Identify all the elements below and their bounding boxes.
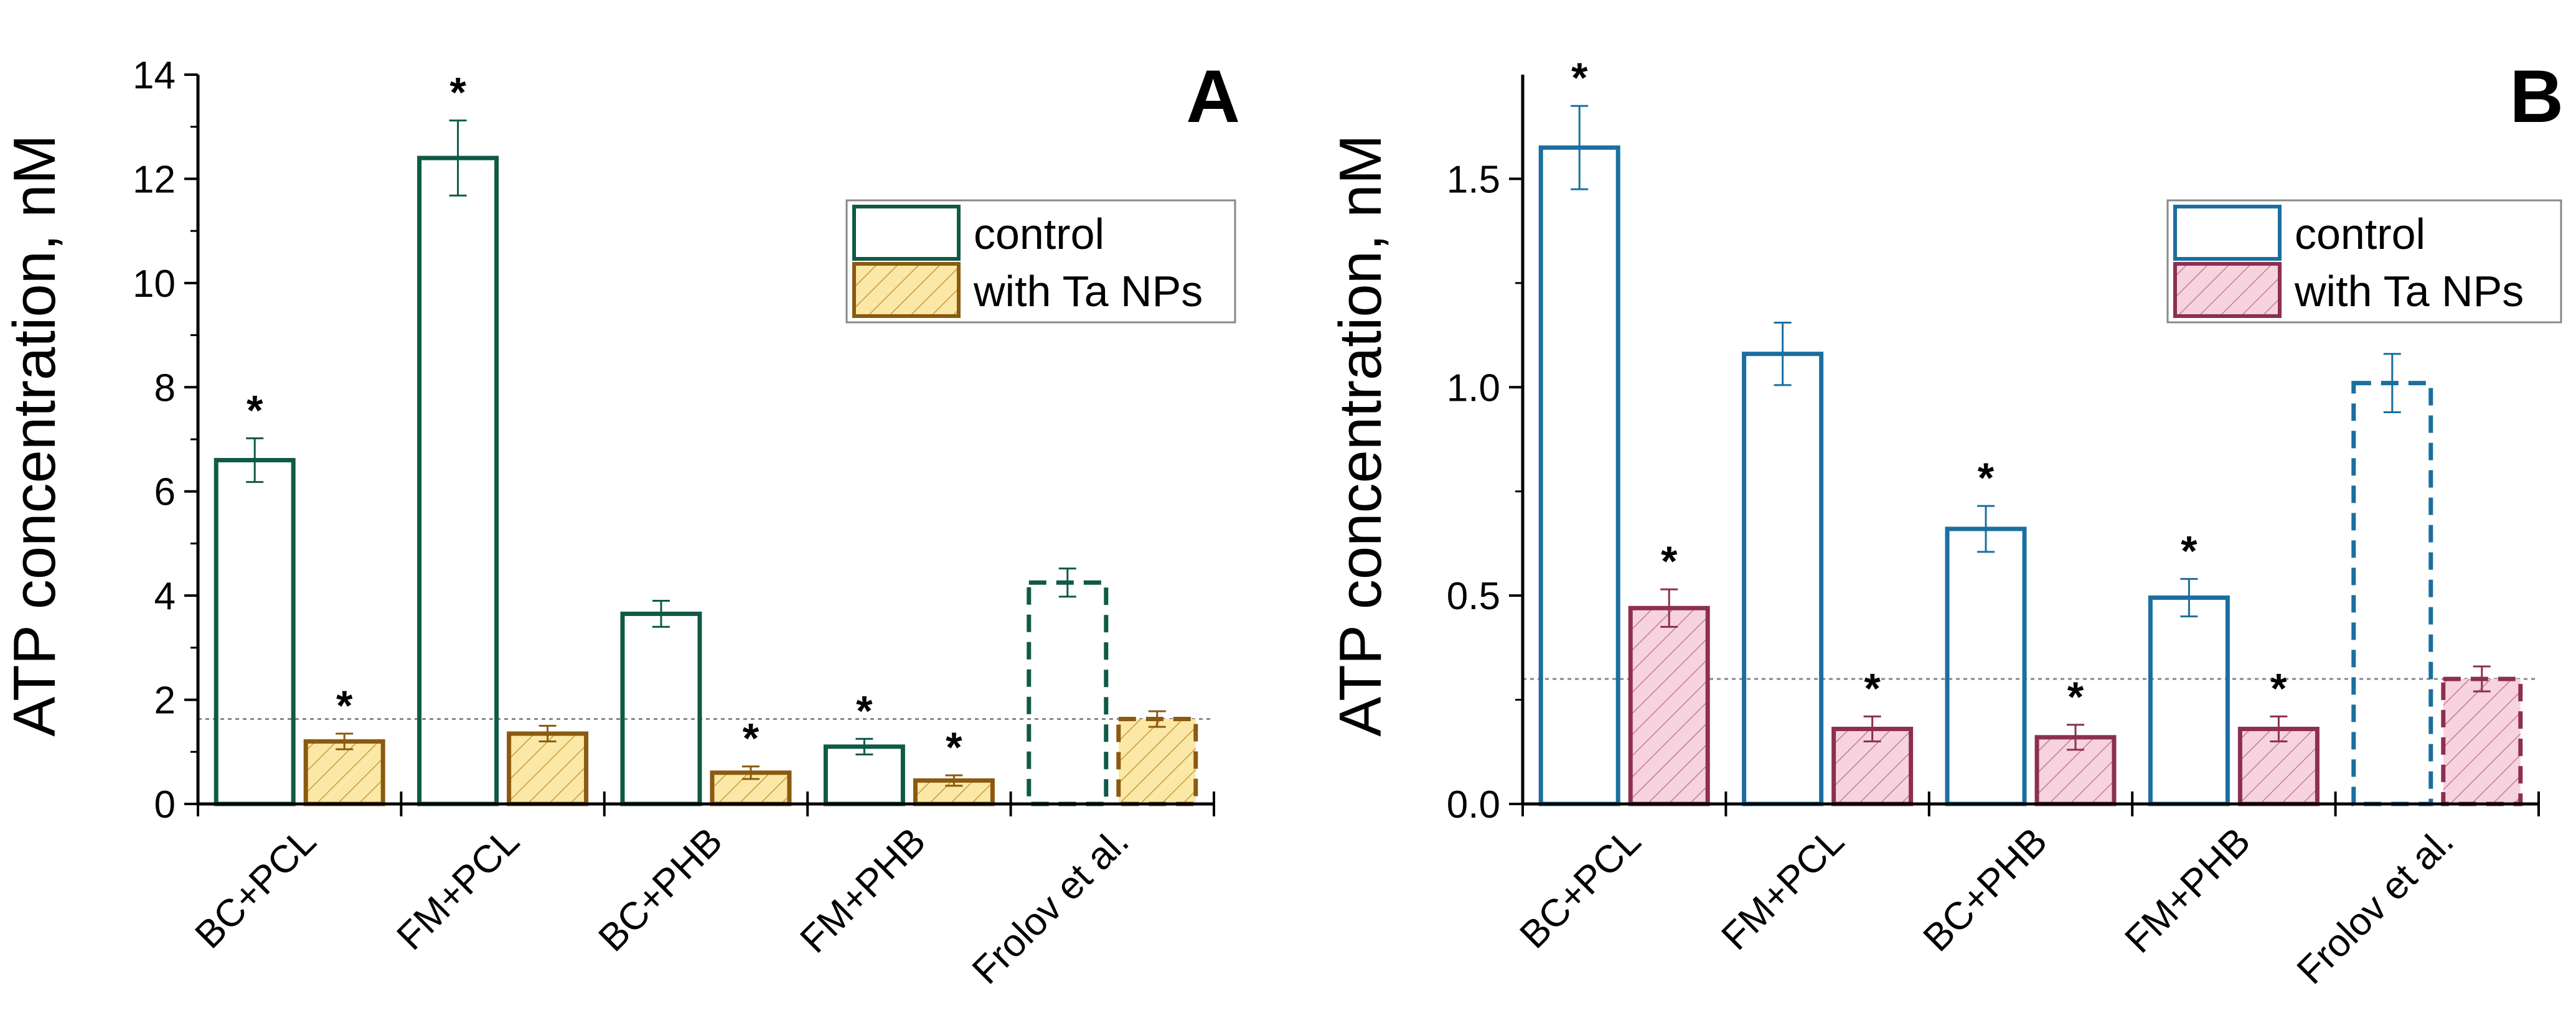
- legend-swatch-ta-b: [2173, 262, 2282, 318]
- legend-label-ta-a: with Ta NPs: [973, 267, 1203, 315]
- significance-asterisk: *: [946, 724, 962, 771]
- y-tick-label: 12: [133, 158, 176, 201]
- x-tick-label: FM+PHB: [792, 820, 934, 961]
- chart-panel-b: * * * * * * * BC+PCL FM+PCL BC+PHB FM+PHB Frolov e…: [1327, 54, 2564, 992]
- legend-label-ta-b: with Ta NPs: [2294, 267, 2524, 315]
- bar-control: [620, 611, 702, 806]
- bar-control: [2351, 381, 2433, 806]
- legend-swatch-control-b: [2173, 205, 2282, 261]
- bar-ta-nps: [1116, 717, 1198, 806]
- bar-control: [214, 457, 296, 806]
- bar-ta-nps: [1831, 726, 1914, 806]
- legend-a: control with Ta NPs: [845, 199, 1236, 324]
- x-tick-label: Frolov et al.: [964, 820, 1137, 992]
- panel-label-b: B: [2509, 55, 2564, 138]
- y-tick-label: 8: [154, 367, 176, 409]
- chart-panel-a: * * * * * * BC+PCL FM+PCL BC+PHB FM+PHB Frolov et…: [1, 54, 1240, 992]
- bars-a: * * * * * *: [214, 69, 1198, 806]
- bar-control: [1538, 145, 1620, 806]
- significance-asterisk: *: [1978, 454, 1995, 502]
- significance-asterisk: *: [743, 715, 759, 762]
- significance-asterisk: *: [1661, 538, 1678, 585]
- y-tick-label: 4: [154, 575, 176, 618]
- y-tick-label: 6: [154, 471, 176, 514]
- significance-asterisk: *: [336, 682, 353, 729]
- significance-asterisk: *: [2270, 665, 2287, 712]
- legend-swatch-control-a: [852, 205, 961, 261]
- significance-asterisk: *: [1571, 54, 1588, 101]
- significance-asterisk: *: [1864, 665, 1881, 712]
- significance-asterisk: *: [2067, 673, 2084, 721]
- bar-ta-nps: [2441, 676, 2523, 806]
- bar-control: [1742, 352, 1824, 806]
- y-tick-label: 2: [154, 679, 176, 722]
- x-tick-label: BC+PCL: [187, 820, 325, 957]
- x-tick-label: FM+PHB: [2117, 820, 2259, 961]
- bar-ta-nps: [507, 731, 589, 806]
- x-tick-label: FM+PCL: [1714, 820, 1853, 958]
- x-tick-label: BC+PCL: [1512, 820, 1650, 957]
- significance-asterisk: *: [449, 69, 466, 116]
- x-tick-label: FM+PCL: [389, 820, 528, 958]
- x-tick-label: BC+PHB: [590, 820, 730, 960]
- y-tick-label: 1.5: [1447, 158, 1500, 201]
- panel-label-a: A: [1186, 55, 1240, 138]
- y-tick-label: 1.0: [1447, 367, 1500, 409]
- legend-label-control-a: control: [974, 210, 1104, 258]
- bar-control: [2148, 595, 2230, 806]
- y-tick-label: 0: [154, 783, 176, 826]
- y-tick-label: 0.0: [1447, 783, 1500, 826]
- bars-b: * * * * * * *: [1538, 54, 2523, 806]
- x-tick-label: BC+PHB: [1915, 820, 2055, 960]
- bar-control: [1027, 580, 1109, 806]
- y-tick-label: 0.5: [1447, 575, 1500, 618]
- y-tick-label: 14: [133, 54, 176, 97]
- legend-b: control with Ta NPs: [2166, 199, 2562, 324]
- bar-control: [417, 156, 499, 806]
- significance-asterisk: *: [247, 386, 263, 434]
- y-axis-label-a: ATP concentration, nM: [1, 134, 68, 737]
- bar-ta-nps: [303, 739, 385, 806]
- y-axis-label-b: ATP concentration, nM: [1327, 134, 1394, 737]
- bar-control: [1945, 526, 2027, 806]
- significance-asterisk: *: [856, 687, 873, 734]
- legend-label-control-b: control: [2295, 210, 2425, 258]
- x-tick-label: Frolov et al.: [2289, 820, 2462, 992]
- legend-swatch-ta-a: [852, 262, 961, 318]
- bar-ta-nps: [1628, 605, 1710, 806]
- significance-asterisk: *: [2181, 527, 2198, 574]
- y-tick-label: 10: [133, 263, 176, 306]
